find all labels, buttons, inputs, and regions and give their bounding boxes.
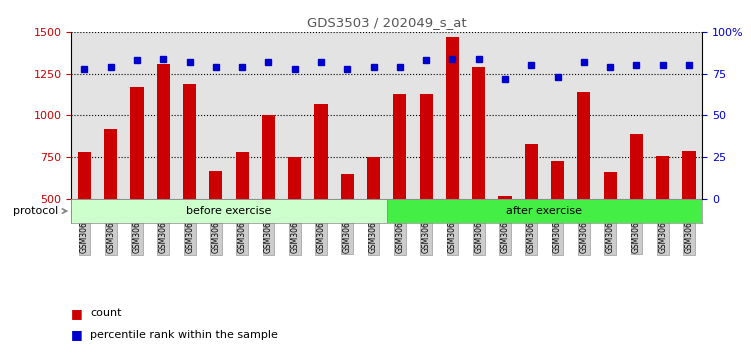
Bar [551, 161, 564, 199]
Bar [157, 64, 170, 199]
Bar [525, 144, 538, 199]
Bar [656, 156, 669, 199]
Bar [676, 32, 702, 199]
Bar [78, 152, 91, 199]
Bar [255, 32, 282, 199]
Bar [104, 129, 117, 199]
Bar [229, 32, 255, 199]
Bar [683, 150, 695, 199]
Bar [623, 32, 650, 199]
Title: GDS3503 / 202049_s_at: GDS3503 / 202049_s_at [307, 16, 466, 29]
Bar [360, 32, 387, 199]
Bar [518, 32, 544, 199]
Bar [98, 32, 124, 199]
Bar [544, 32, 571, 199]
Bar [413, 32, 439, 199]
Bar [131, 87, 143, 199]
Bar [472, 67, 485, 199]
Bar [387, 199, 702, 223]
Bar [236, 152, 249, 199]
Bar [210, 171, 222, 199]
Bar [499, 196, 511, 199]
Bar [650, 32, 676, 199]
Text: before exercise: before exercise [186, 206, 272, 216]
Bar [387, 32, 413, 199]
Bar [308, 32, 334, 199]
Bar [282, 32, 308, 199]
Bar [439, 32, 466, 199]
Bar [288, 157, 301, 199]
Text: ■: ■ [71, 307, 83, 320]
Bar [341, 174, 354, 199]
Bar [150, 32, 176, 199]
Bar [571, 32, 597, 199]
Bar [176, 32, 203, 199]
Bar [578, 92, 590, 199]
Bar [446, 37, 459, 199]
Bar [124, 32, 150, 199]
Text: after exercise: after exercise [506, 206, 583, 216]
Bar [466, 32, 492, 199]
Bar [71, 32, 98, 199]
Bar [183, 84, 196, 199]
Bar [203, 32, 229, 199]
Bar [71, 199, 387, 223]
Bar [604, 172, 617, 199]
Bar [315, 104, 327, 199]
Bar [394, 94, 406, 199]
Text: percentile rank within the sample: percentile rank within the sample [90, 330, 278, 339]
Text: protocol: protocol [14, 206, 67, 216]
Text: count: count [90, 308, 122, 318]
Bar [334, 32, 360, 199]
Bar [367, 157, 380, 199]
Bar [597, 32, 623, 199]
Text: ■: ■ [71, 328, 83, 341]
Bar [262, 115, 275, 199]
Bar [420, 94, 433, 199]
Bar [630, 134, 643, 199]
Bar [492, 32, 518, 199]
